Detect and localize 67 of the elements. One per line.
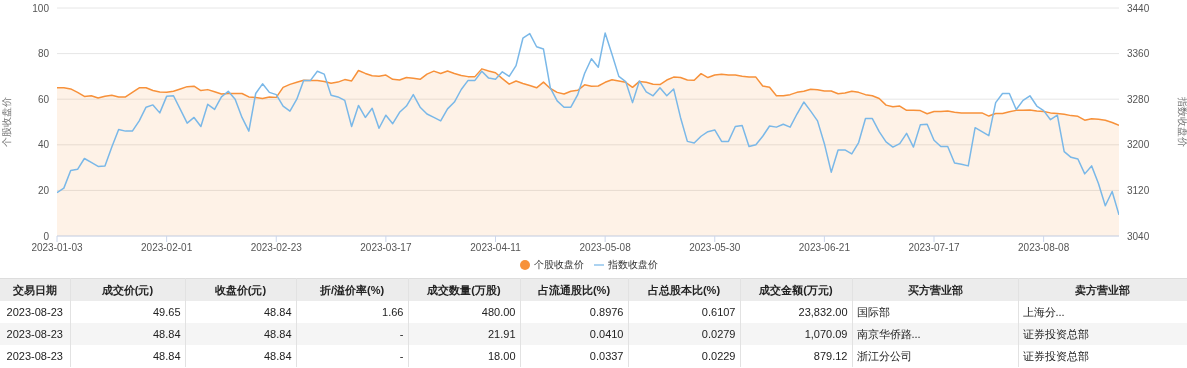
category-label: 占流通股比(%) [520,278,628,301]
text: 49.65 [152,306,181,318]
y-tick-label: 40 [37,139,50,151]
text: - [399,350,404,362]
x-tick-label: 2023-04-11 [470,242,522,254]
text: 48.84 [263,306,292,318]
x-tick-label: 2023-02-01 [141,242,193,254]
text: 0.8976 [589,306,624,318]
text: 18.00 [487,350,516,362]
y-tick-label: 80 [37,48,50,60]
x-tick-label: 2023-08-08 [1018,242,1070,254]
legend-label: 指数收盘价 [607,259,658,270]
category-label: 折/溢价率(%) [296,278,408,301]
text: 1,070.09 [804,328,848,340]
y2-axis-title: 指数收盘价 [1177,96,1187,147]
text: 0.0337 [589,350,624,362]
y2-tick-label: 3040 [1127,230,1150,242]
text: 2023-08-23 [6,350,63,362]
y-tick-label: 60 [37,93,50,105]
y-tick-label: 20 [37,184,50,196]
legend-label: 个股收盘价 [533,259,584,270]
text: 23,832.00 [798,306,848,318]
category-label: 成交金额(万元) [740,278,852,301]
text: 0.0229 [701,350,736,362]
x-tick-label: 2023-07-17 [908,242,961,254]
category-label: 卖方营业部 [1018,278,1187,301]
x-tick-label: 2023-05-30 [689,242,741,254]
text: 1.66 [382,306,404,318]
text: 48.84 [152,350,181,362]
text: 证券投资总部 [1022,327,1089,340]
text: 21.91 [487,328,516,340]
category-label: 收盘价(元) [185,278,296,301]
y2-tick-label: 3440 [1127,2,1150,14]
y2-tick-label: 3120 [1127,184,1150,196]
text: 0.0410 [589,328,624,340]
text: 2023-08-23 [6,306,63,318]
x-tick-label: 2023-03-17 [360,242,412,254]
text: 879.12 [813,350,848,362]
text: 48.84 [152,328,181,340]
x-tick-label: 2023-02-23 [250,242,303,254]
text: 浙江分公司 [856,349,912,362]
text: 2023-08-23 [6,328,63,340]
text: 48.84 [263,350,292,362]
text: 国际部 [856,305,890,318]
y2-tick-label: 3200 [1127,139,1150,151]
category-label: 买方营业部 [852,278,1018,301]
text: 48.84 [263,328,292,340]
y2-tick-label: 3360 [1127,48,1150,60]
x-tick-label: 2023-06-21 [798,242,851,254]
text: 上海分... [1022,305,1065,318]
y-tick-label: 100 [32,2,50,14]
text: 证券投资总部 [1022,349,1089,362]
y2-tick-label: 3280 [1127,93,1150,105]
text: 0.0279 [701,328,736,340]
text: - [399,328,404,340]
category-label: 交易日期 [0,278,70,301]
y-axis-title: 个股收盘价 [0,97,12,147]
y-tick-label: 0 [43,230,50,242]
text: 480.00 [481,306,516,318]
line-series [57,32,1119,216]
x-tick-label: 2023-01-03 [31,242,84,254]
x-tick-label: 2023-05-08 [579,242,632,254]
text: 南京华侨路... [856,327,921,340]
category-label: 成交价(元) [70,278,185,301]
category-label: 成交数量(万股) [408,278,520,301]
text: 0.6107 [701,306,736,318]
category-label: 占总股本比(%) [628,278,740,301]
